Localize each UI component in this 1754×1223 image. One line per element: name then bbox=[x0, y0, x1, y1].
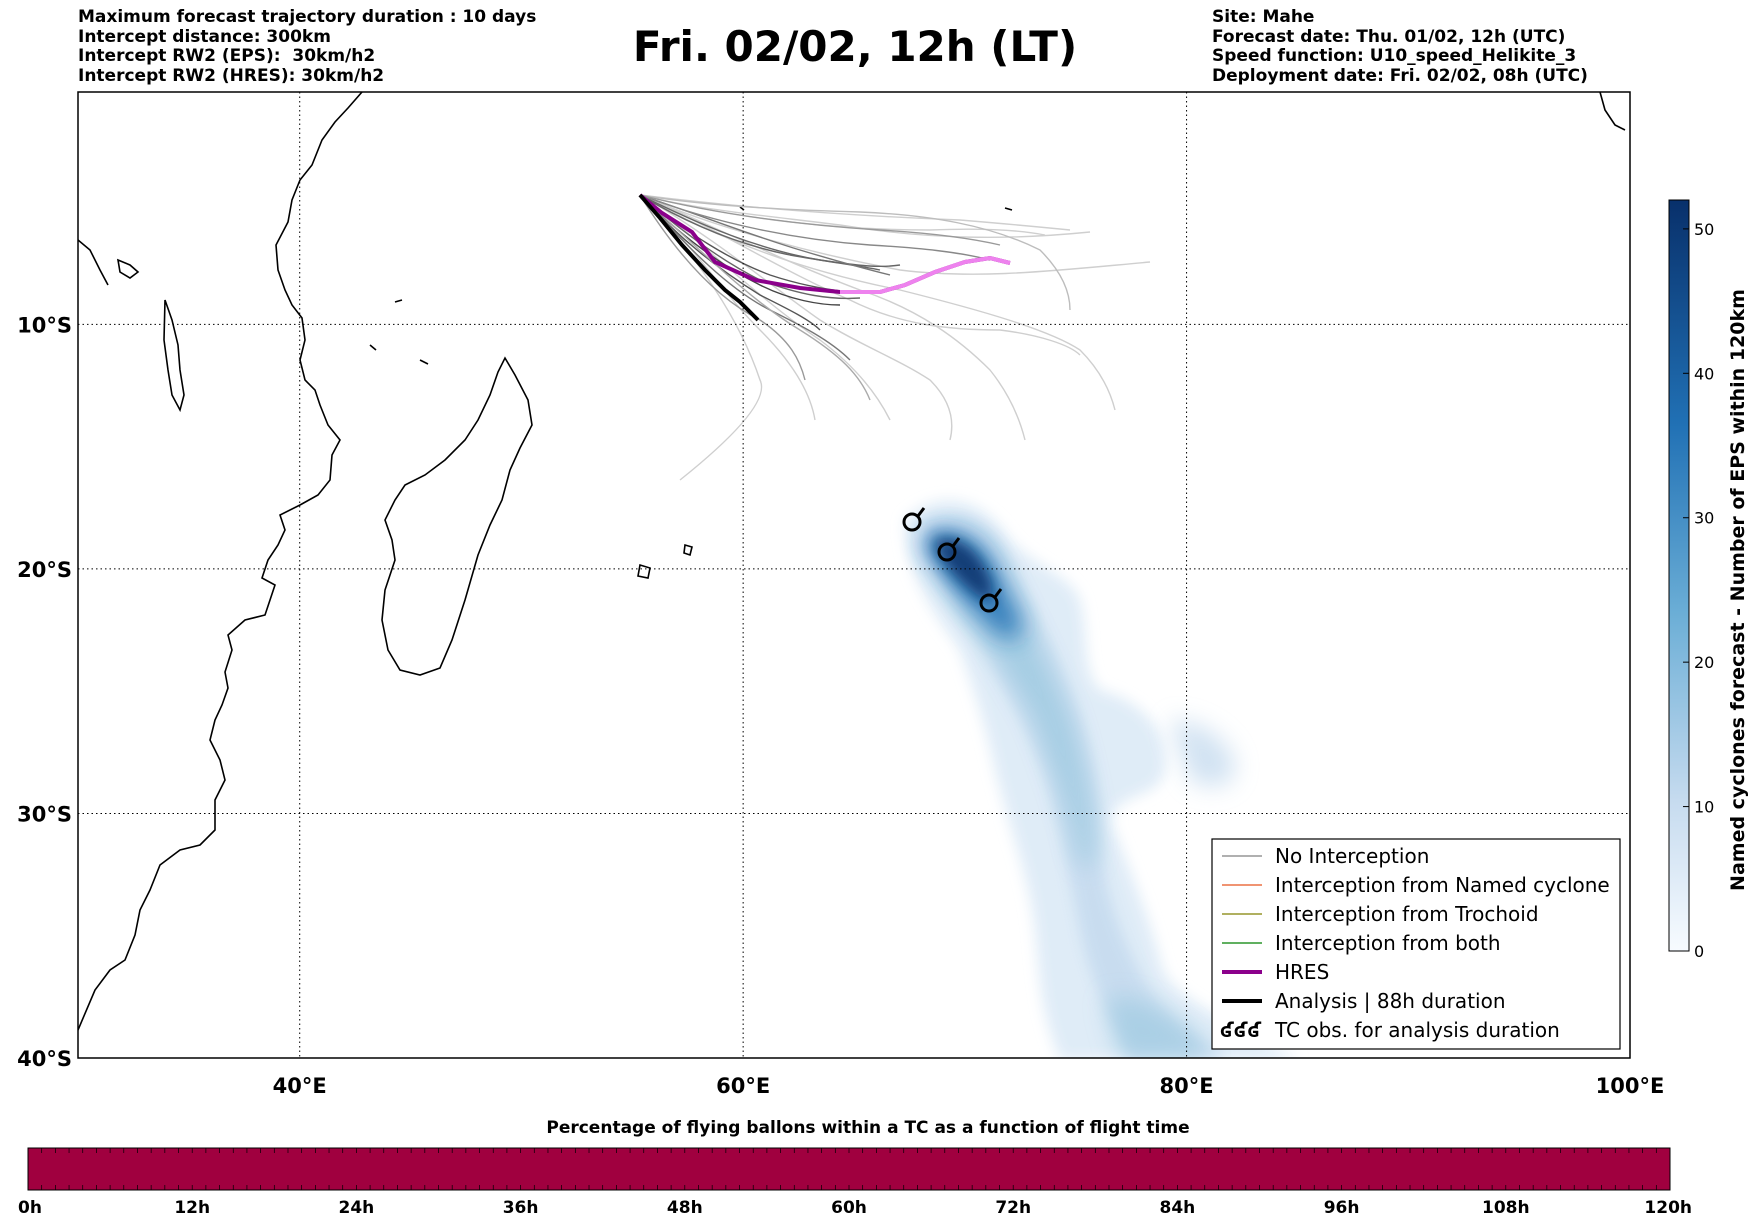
hres-track-late bbox=[840, 255, 1011, 294]
colorbar-right: 0 10 20 30 40 50 Named cyclones forecast - Nu… bbox=[1668, 199, 1749, 961]
coastlines bbox=[78, 92, 1626, 1031]
longitude-labels: 40°E 60°E 80°E 100°E bbox=[273, 1074, 1665, 1098]
tc-obs-symbol bbox=[902, 507, 926, 532]
latitude-tick-label: 30°S bbox=[17, 802, 72, 826]
coastline-lake bbox=[116, 258, 140, 279]
eps-trajectories bbox=[639, 194, 1151, 481]
colorbar-right-tick-label: 40 bbox=[1694, 364, 1714, 383]
colorbar-bottom-tick-label: 60h bbox=[831, 1198, 867, 1218]
longitude-tick-label: 80°E bbox=[1160, 1074, 1214, 1098]
longitude-tick-label: 40°E bbox=[273, 1074, 327, 1098]
colorbar-right-tick-label: 0 bbox=[1694, 942, 1704, 961]
colorbar-bottom-tick-label: 48h bbox=[667, 1198, 703, 1218]
header-right-info: Site: Mahe Forecast date: Thu. 01/02, 12… bbox=[1212, 7, 1588, 86]
colorbar-right-tick-label: 30 bbox=[1694, 509, 1714, 528]
coastline-africa bbox=[78, 92, 363, 1031]
coastline-lake-long bbox=[163, 299, 185, 413]
coastline-madagascar bbox=[381, 356, 533, 676]
colorbar-bottom-tick-label: 36h bbox=[503, 1198, 539, 1218]
legend-label: Interception from Trochoid bbox=[1275, 902, 1539, 926]
latitude-labels: 10°S 20°S 30°S 40°S bbox=[17, 313, 72, 1071]
header-left-line: Maximum forecast trajectory duration : 1… bbox=[78, 7, 537, 27]
legend-label: Interception from both bbox=[1275, 931, 1501, 955]
legend-label: TC obs. for analysis duration bbox=[1274, 1018, 1560, 1042]
longitude-tick-label: 100°E bbox=[1596, 1074, 1665, 1098]
header-right-line: Site: Mahe bbox=[1212, 7, 1315, 27]
legend-box bbox=[1211, 838, 1621, 1050]
colorbar-bottom-tick-label: 96h bbox=[1324, 1198, 1360, 1218]
map-frame bbox=[77, 91, 1631, 1059]
tc-obs-symbol bbox=[937, 537, 961, 562]
colorbar-bottom-tick-label: 72h bbox=[995, 1198, 1031, 1218]
colorbar-bottom-title: Percentage of flying ballons within a TC… bbox=[546, 1118, 1189, 1138]
colorbar-right-label: Named cyclones forecast - Number of EPS … bbox=[1727, 289, 1749, 891]
coastline-reunion bbox=[683, 543, 693, 557]
header-right-line: Deployment date: Fri. 02/02, 08h (UTC) bbox=[1212, 65, 1588, 86]
legend-symbols: ʛʛʛ bbox=[1220, 1018, 1261, 1042]
colorbar-right-ticks: 0 10 20 30 40 50 bbox=[1683, 220, 1714, 961]
legend-label: No Interception bbox=[1275, 844, 1429, 868]
header-left-line: Intercept RW2 (HRES): 30km/h2 bbox=[78, 65, 385, 86]
colorbar-bottom: Percentage of flying ballons within a TC… bbox=[18, 1118, 1692, 1218]
map-title: Fri. 02/02, 12h (LT) bbox=[632, 22, 1078, 71]
colorbar-bottom-tick-label: 120h bbox=[1644, 1198, 1692, 1218]
coastline-asia-corner bbox=[1599, 92, 1626, 131]
coastline-horn bbox=[78, 239, 109, 286]
colorbar-bottom-tick-label: 108h bbox=[1482, 1198, 1530, 1218]
colorbar-right-tick-label: 50 bbox=[1694, 220, 1714, 239]
colorbar-bottom-tick-label: 24h bbox=[339, 1198, 375, 1218]
header-right-line: Forecast date: Thu. 01/02, 12h (UTC) bbox=[1212, 26, 1566, 47]
colorbar-bottom-tick-label: 0h bbox=[18, 1198, 42, 1218]
longitude-tick-label: 60°E bbox=[716, 1074, 770, 1098]
latitude-tick-label: 10°S bbox=[17, 313, 72, 337]
header-left-line: Intercept distance: 300km bbox=[78, 26, 331, 47]
header-right-line: Speed function: U10_speed_Helikite_3 bbox=[1212, 46, 1577, 66]
header-left-line: Intercept RW2 (EPS): 30km/h2 bbox=[78, 46, 376, 66]
analysis-track bbox=[638, 193, 760, 322]
coastline-islands bbox=[369, 206, 1013, 365]
colorbar-bottom-bar bbox=[27, 1147, 1671, 1191]
coastline-mauritius bbox=[637, 563, 651, 579]
colorbar-bottom-tick-label: 84h bbox=[1160, 1198, 1196, 1218]
legend-label: Analysis | 88h duration bbox=[1275, 989, 1506, 1013]
legend: No Interception Interception from Named … bbox=[1211, 838, 1621, 1050]
legend-label: Interception from Named cyclone bbox=[1275, 873, 1610, 897]
colorbar-right-tick-label: 20 bbox=[1694, 653, 1714, 672]
colorbar-right-bar bbox=[1668, 199, 1690, 952]
eps-density-field bbox=[905, 500, 1296, 1058]
colorbar-bottom-tick-label: 12h bbox=[174, 1198, 210, 1218]
colorbar-right-tick-label: 10 bbox=[1694, 798, 1714, 817]
legend-label: HRES bbox=[1275, 960, 1329, 984]
map-gridlines bbox=[78, 92, 1630, 1058]
colorbar-bottom-ticks: 0h 12h 24h 36h 48h 60h 72h 84h 96h 108h 120h bbox=[18, 1148, 1692, 1218]
map-area bbox=[78, 92, 1630, 1058]
header-left-info: Maximum forecast trajectory duration : 1… bbox=[78, 7, 537, 86]
tc-observations bbox=[902, 507, 1003, 613]
latitude-tick-label: 20°S bbox=[17, 558, 72, 582]
latitude-tick-label: 40°S bbox=[17, 1047, 72, 1071]
tc-obs-symbol bbox=[979, 588, 1003, 613]
